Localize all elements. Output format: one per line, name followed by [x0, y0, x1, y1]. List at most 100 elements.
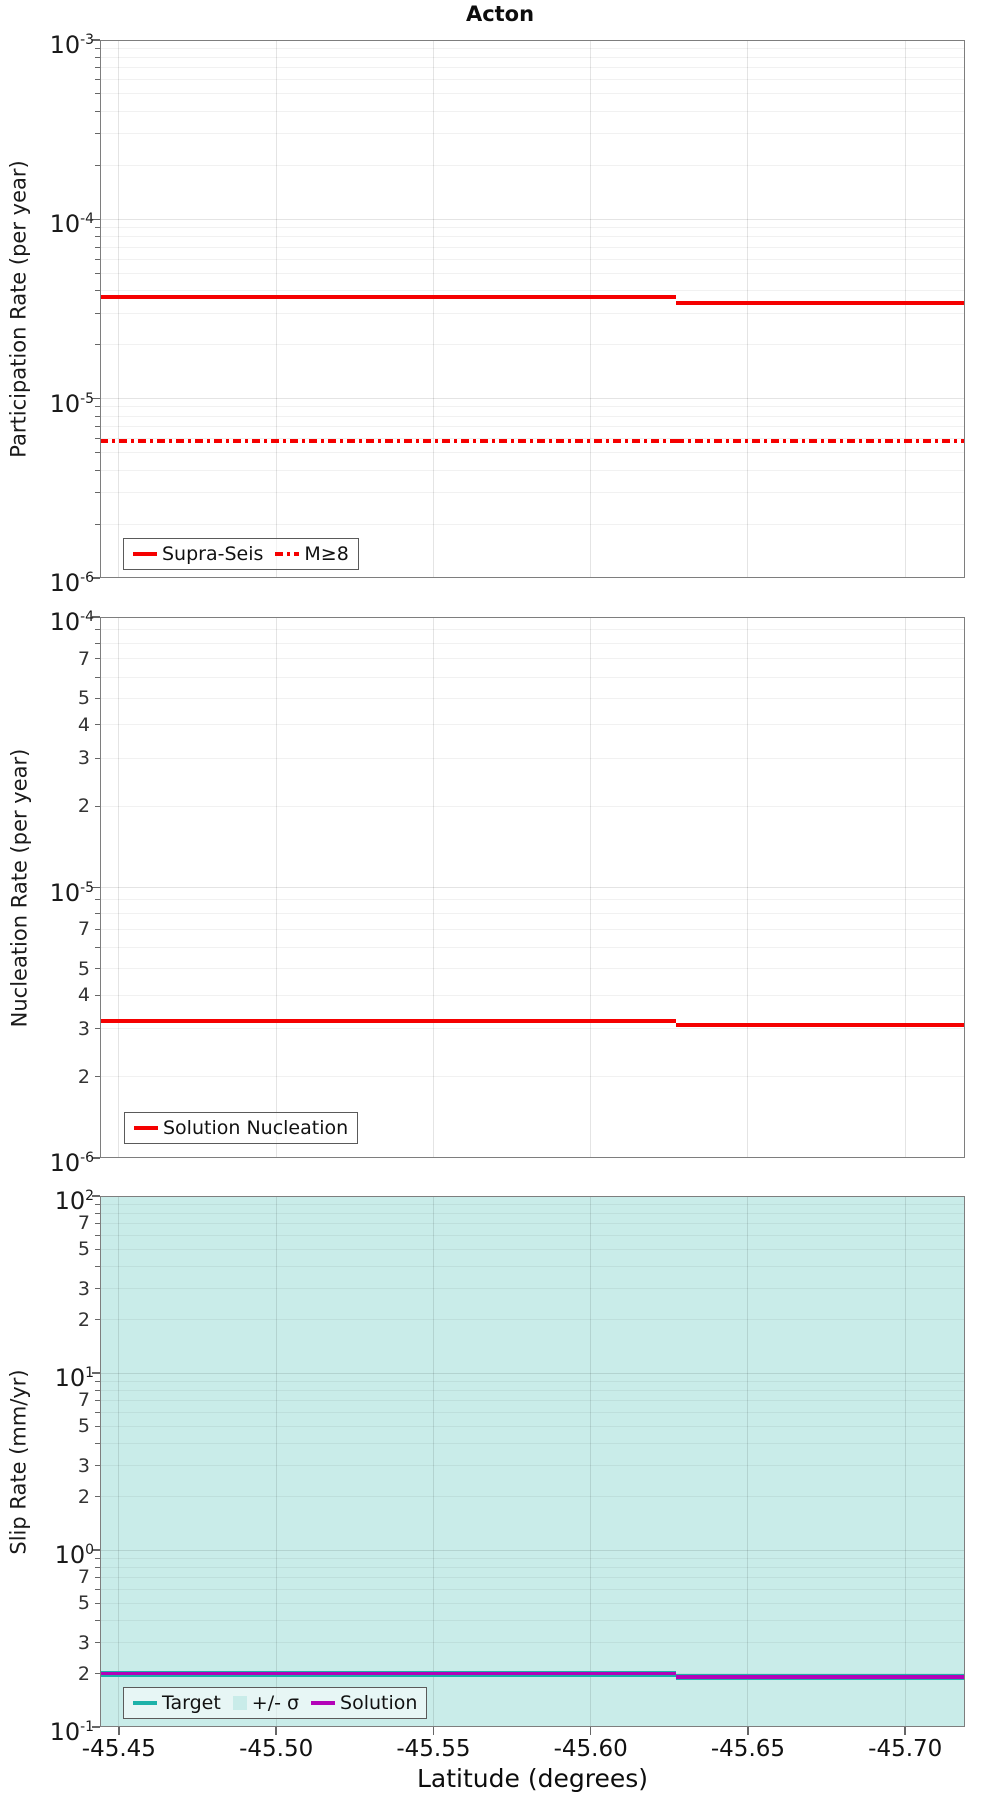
- y-tick-major: [92, 886, 100, 889]
- y-gridline-minor: [100, 805, 965, 807]
- y-tick-label-minor: 5: [77, 1238, 90, 1261]
- x-tick: [904, 1727, 906, 1735]
- x-tick-label: -45.65: [710, 1736, 786, 1762]
- y-tick-major: [92, 39, 100, 41]
- legend-label: Target: [162, 1692, 221, 1714]
- y-gridline-minor: [100, 724, 965, 726]
- legend-item: Target: [133, 1692, 221, 1714]
- y-gridline-minor: [100, 1442, 965, 1444]
- y-tick-label-minor: 4: [77, 984, 90, 1007]
- legend-line-swatch: [311, 1701, 336, 1705]
- y-gridline-minor: [100, 258, 965, 260]
- y-tick-minor: [95, 805, 100, 807]
- y-tick-minor: [95, 1028, 100, 1030]
- y-gridline-minor: [100, 344, 965, 346]
- y-gridline-minor: [100, 947, 965, 948]
- legend-patch-swatch: [232, 1696, 247, 1710]
- y-gridline-minor: [100, 491, 965, 493]
- y-tick-minor: [95, 272, 100, 274]
- y-tick-minor: [95, 697, 100, 699]
- y-gridline-minor: [100, 56, 965, 58]
- y-tick-minor: [95, 928, 100, 930]
- y-tick-minor: [95, 1425, 100, 1427]
- y-tick-minor: [95, 642, 100, 644]
- y-tick-label-major: 10-4: [49, 210, 94, 239]
- x-gridline: [118, 1196, 120, 1727]
- y-gridline-minor: [100, 406, 965, 408]
- y-tick-minor: [95, 676, 100, 678]
- y-gridline-minor: [100, 164, 965, 166]
- y-gridline-minor: [100, 1288, 965, 1290]
- x-tick: [275, 1727, 277, 1735]
- y-tick-major: [92, 397, 100, 400]
- y-tick-label-minor: 3: [77, 1277, 90, 1300]
- y-gridline-minor: [100, 1566, 965, 1568]
- y-tick-minor: [95, 133, 100, 135]
- y-tick-label-minor: 3: [77, 1631, 90, 1654]
- y-gridline-minor: [100, 1319, 965, 1321]
- x-gridline: [118, 40, 120, 578]
- y-tick-minor: [95, 1399, 100, 1401]
- y-tick-major: [92, 616, 100, 618]
- y-tick-label-major: 101: [54, 1364, 94, 1392]
- series-line-supra-seis: [675, 301, 965, 306]
- y-gridline-minor: [100, 994, 965, 996]
- y-gridline-minor: [100, 1234, 965, 1236]
- legend-item: Supra-Seis: [133, 543, 263, 565]
- y-tick-minor: [95, 1566, 100, 1568]
- x-gridline: [747, 40, 749, 578]
- y-tick-label-minor: 3: [77, 747, 90, 770]
- y-tick-minor: [95, 164, 100, 166]
- y-tick-minor: [95, 1319, 100, 1321]
- legend: Supra-Seis M≥8: [123, 538, 359, 570]
- y-tick-minor: [95, 1203, 100, 1205]
- y-gridline-minor: [100, 628, 965, 630]
- y-gridline-minor: [100, 1028, 965, 1030]
- x-gridline: [275, 40, 277, 578]
- y-gridline-minor: [100, 676, 965, 678]
- legend-item: +/- σ: [232, 1692, 299, 1714]
- y-gridline-minor: [100, 928, 965, 930]
- y-gridline-minor: [100, 227, 965, 229]
- y-gridline-minor: [100, 1465, 965, 1467]
- y-tick-minor: [95, 1588, 100, 1590]
- x-gridline: [904, 1196, 906, 1727]
- y-tick-label-major: 10-3: [49, 31, 94, 59]
- y-tick-minor: [95, 913, 100, 915]
- y-tick-label-minor: 7: [77, 1566, 90, 1589]
- y-gridline-minor: [100, 93, 965, 95]
- y-tick-minor: [95, 110, 100, 112]
- y-gridline-minor: [100, 658, 965, 660]
- y-tick-minor: [95, 246, 100, 248]
- y-tick-minor: [95, 1496, 100, 1498]
- series-line-m-ge-8: [100, 439, 676, 443]
- y-tick-label-major: 10-5: [49, 389, 94, 418]
- y-gridline-minor: [100, 697, 965, 699]
- legend-label: M≥8: [304, 543, 349, 565]
- y-tick-minor: [95, 1234, 100, 1236]
- y-tick-label-minor: 7: [77, 647, 90, 670]
- y-gridline-minor: [100, 415, 965, 417]
- y-tick-minor: [95, 236, 100, 238]
- legend-item: Solution: [311, 1692, 417, 1714]
- series-line-solution-nucleation: [100, 1019, 676, 1024]
- y-gridline-minor: [100, 469, 965, 471]
- x-tick-label: -45.50: [239, 1736, 314, 1762]
- x-tick-label: -45.45: [81, 1736, 156, 1762]
- y-tick-major: [92, 577, 100, 579]
- y-tick-label-major: 10-6: [49, 569, 94, 597]
- legend-line-swatch: [134, 1126, 158, 1130]
- y-tick-minor: [95, 93, 100, 95]
- x-gridline: [747, 1196, 749, 1727]
- band-plus-minus-sigma: [100, 1196, 965, 1727]
- y-tick-minor: [95, 1212, 100, 1214]
- legend-line-swatch: [275, 552, 300, 556]
- y-gridline-minor: [100, 425, 965, 427]
- y-gridline-minor: [100, 1222, 965, 1224]
- y-gridline-minor: [100, 757, 965, 759]
- y-gridline-minor: [100, 1496, 965, 1498]
- y-tick-minor: [95, 1673, 100, 1675]
- series-line-solution-nucleation: [675, 1023, 965, 1028]
- series-line-solution: [675, 1675, 965, 1679]
- legend-item: M≥8: [275, 543, 349, 565]
